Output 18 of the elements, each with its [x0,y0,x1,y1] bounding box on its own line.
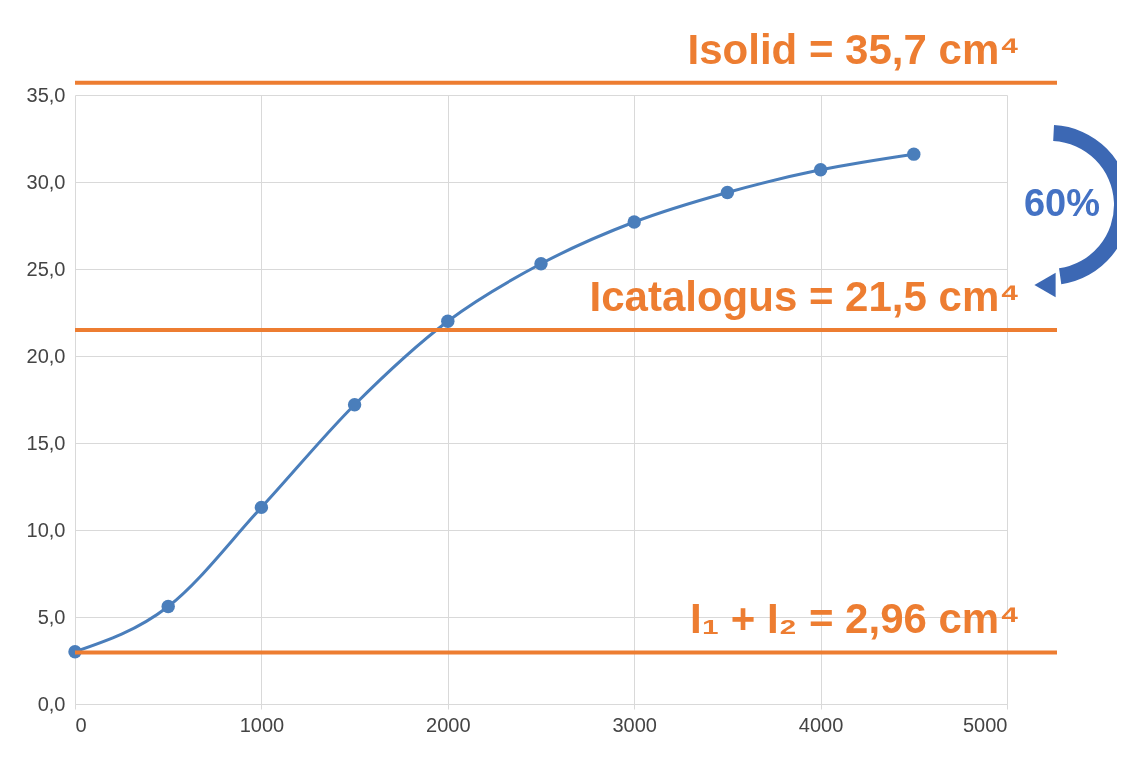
y-tick-label: 25,0 [26,257,66,280]
x-tick-label: 1000 [239,713,285,736]
y-tick-label: 20,0 [26,344,66,367]
x-tick-label: 0 [75,713,87,736]
x-tick-label: 3000 [612,713,657,736]
y-tick-label: 0,0 [37,692,66,715]
ref-line-label: Icatalogus = 21,5 cm⁴ [589,272,1020,320]
x-tick-label: 4000 [798,713,844,736]
y-tick-label: 15,0 [26,431,66,454]
y-tick-label: 35,0 [26,83,66,106]
y-tick-label: 10,0 [26,518,66,541]
ref-line-label: Isolid = 35,7 cm⁴ [687,25,1020,73]
text: 60% [1023,182,1101,224]
y-tick-label: 30,0 [26,170,66,193]
y-tick-label: 5,0 [37,605,66,628]
ref-line-label: I₁ + I₂ = 2,96 cm⁴ [690,595,1020,643]
x-tick-label: 5000 [963,713,1008,736]
x-tick-label: 2000 [426,713,471,736]
